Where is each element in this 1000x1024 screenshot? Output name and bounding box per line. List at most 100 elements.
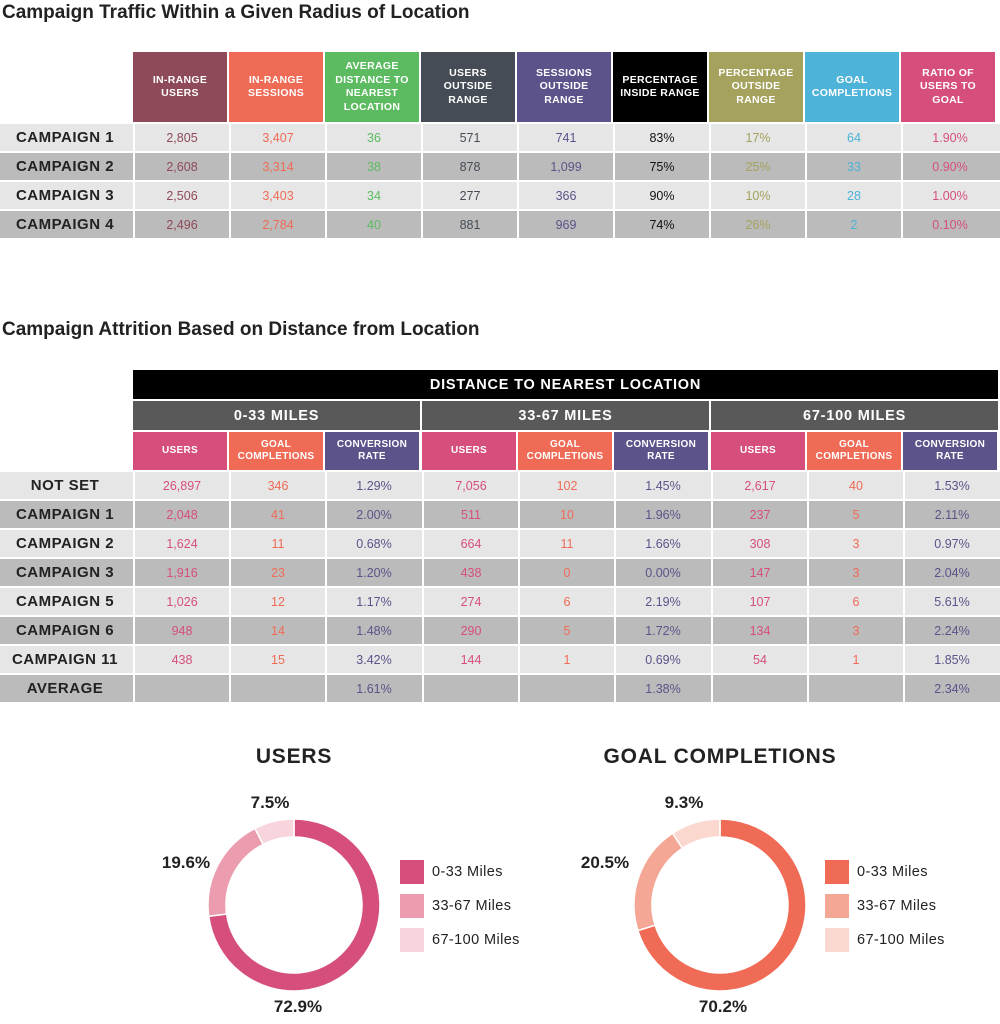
table-cell: 1: [518, 646, 614, 673]
table-cell: 1.20%: [325, 559, 421, 586]
table-cell: 2,496: [133, 211, 229, 238]
row-label: CAMPAIGN 1: [15, 506, 115, 523]
column-header: SESSIONS OUTSIDE RANGE: [517, 52, 611, 122]
legend-item: 67-100 Miles: [400, 928, 520, 952]
legend-swatch: [400, 928, 424, 952]
table-cell: 2.04%: [903, 559, 999, 586]
legend-swatch: [825, 928, 849, 952]
table-cell: 2,617: [711, 472, 807, 499]
section2-title: Campaign Attrition Based on Distance fro…: [2, 319, 480, 340]
column-header: IN-RANGE USERS: [133, 52, 227, 122]
table-cell: 3,403: [229, 182, 325, 209]
table-cell: 1.00%: [901, 182, 997, 209]
table-cell: 41: [229, 501, 325, 528]
column-header: USERS OUTSIDE RANGE: [421, 52, 515, 122]
table-cell: 2.24%: [903, 617, 999, 644]
table-cell: 3.42%: [325, 646, 421, 673]
table-cell: 664: [422, 530, 518, 557]
row-label: CAMPAIGN 3: [15, 187, 115, 204]
table-cell: 64: [805, 124, 901, 151]
table-cell: 1,026: [133, 588, 229, 615]
table-cell: 0.69%: [614, 646, 710, 673]
table-cell: 969: [517, 211, 613, 238]
legend-label: 33-67 Miles: [432, 898, 512, 914]
sub-header: CONVERSION RATE: [903, 432, 997, 470]
sub-header: USERS: [422, 432, 516, 470]
table-cell: 2,805: [133, 124, 229, 151]
table-cell: 1.38%: [614, 675, 710, 702]
table-cell: 1,099: [517, 153, 613, 180]
sub-header: CONVERSION RATE: [614, 432, 708, 470]
table-cell: 10%: [709, 182, 805, 209]
table-cell: 0.68%: [325, 530, 421, 557]
table-cell: 102: [518, 472, 614, 499]
legend-swatch: [825, 860, 849, 884]
row-label: CAMPAIGN 5: [15, 593, 115, 610]
table-cell: 1.66%: [614, 530, 710, 557]
row-label: CAMPAIGN 11: [11, 651, 119, 668]
table-cell: 107: [711, 588, 807, 615]
table-cell: 11: [229, 530, 325, 557]
table-cell: 83%: [613, 124, 709, 151]
table-cell: 3,407: [229, 124, 325, 151]
table-cell: 1.45%: [614, 472, 710, 499]
table-cell: 17%: [709, 124, 805, 151]
table-cell: 134: [711, 617, 807, 644]
table-cell: 277: [421, 182, 517, 209]
legend-item: 0-33 Miles: [825, 860, 928, 884]
legend-swatch: [400, 894, 424, 918]
table-cell: 2,506: [133, 182, 229, 209]
table-cell: 1.48%: [325, 617, 421, 644]
table-cell: 5: [518, 617, 614, 644]
table-cell: 2.00%: [325, 501, 421, 528]
slice-label: 70.2%: [698, 997, 748, 1016]
row-label: AVERAGE: [26, 680, 104, 697]
table-cell: 274: [422, 588, 518, 615]
section1-title: Campaign Traffic Within a Given Radius o…: [2, 2, 470, 23]
column-header: IN-RANGE SESSIONS: [229, 52, 323, 122]
table-cell: 144: [422, 646, 518, 673]
table-cell: 26,897: [133, 472, 229, 499]
legend-item: 67-100 Miles: [825, 928, 945, 952]
table-cell: 6: [518, 588, 614, 615]
row-label: CAMPAIGN 6: [15, 622, 115, 639]
table-cell: 10: [518, 501, 614, 528]
table-cell: 1.85%: [903, 646, 999, 673]
table-cell: 15: [229, 646, 325, 673]
table-cell: 28: [805, 182, 901, 209]
table-cell: 2,784: [229, 211, 325, 238]
distance-group-header: 0-33 MILES: [133, 401, 420, 430]
table-cell: 511: [422, 501, 518, 528]
table-row: [0, 153, 1000, 180]
table-row: [0, 675, 1000, 702]
table-cell: [711, 675, 807, 702]
table-cell: 2.19%: [614, 588, 710, 615]
table-cell: 34: [325, 182, 421, 209]
distance-group-header: 33-67 MILES: [422, 401, 709, 430]
table-cell: 3: [807, 617, 903, 644]
sub-header: CONVERSION RATE: [325, 432, 419, 470]
table-cell: 2,608: [133, 153, 229, 180]
table-cell: 1.61%: [325, 675, 421, 702]
table-cell: 1: [807, 646, 903, 673]
table-cell: 40: [807, 472, 903, 499]
row-label: NOT SET: [30, 477, 100, 494]
table-cell: [518, 675, 614, 702]
table-cell: 1,916: [133, 559, 229, 586]
table-cell: 40: [325, 211, 421, 238]
table-cell: 38: [325, 153, 421, 180]
row-label: CAMPAIGN 1: [15, 129, 115, 146]
column-header: PERCENTAGE OUTSIDE RANGE: [709, 52, 803, 122]
table-cell: 0.00%: [614, 559, 710, 586]
table-cell: 438: [422, 559, 518, 586]
table-cell: 2.34%: [903, 675, 999, 702]
table-cell: 1.72%: [614, 617, 710, 644]
slice-label: 20.5%: [580, 853, 630, 872]
table-cell: 90%: [613, 182, 709, 209]
sub-header: GOAL COMPLETIONS: [518, 432, 612, 470]
table-cell: 1.90%: [901, 124, 997, 151]
table-cell: [133, 675, 229, 702]
legend-label: 0-33 Miles: [432, 864, 503, 880]
table-cell: 0.97%: [903, 530, 999, 557]
table-cell: 33: [805, 153, 901, 180]
